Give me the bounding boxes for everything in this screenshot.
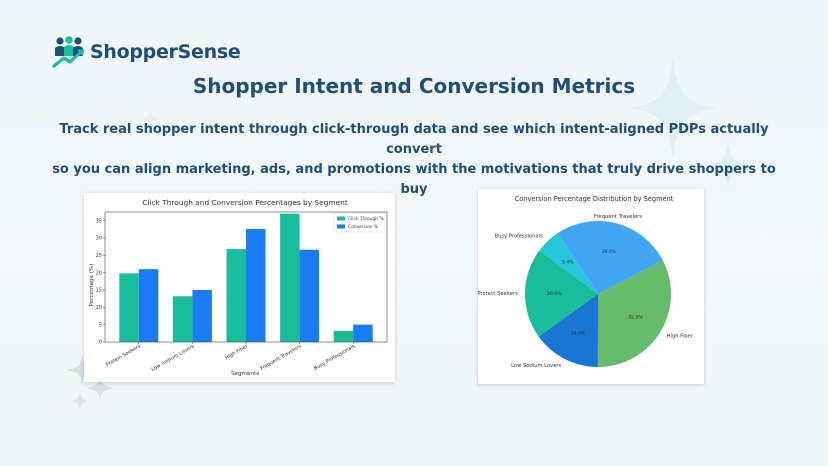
plot-frame (104, 211, 388, 343)
x-tick-label: Protein Seekers (105, 343, 142, 368)
y-axis-label: Percentage (%) (89, 264, 95, 307)
legend-box (333, 212, 386, 233)
legend-label: Conversion % (348, 224, 378, 230)
bar-conversion (353, 324, 373, 342)
pie-category-label: Frequent Travelers (594, 214, 642, 220)
pie-slice (597, 260, 671, 367)
pie-slice (538, 294, 598, 367)
legend-swatch-click (337, 216, 345, 221)
pie-percent-label: 32.5% (628, 314, 643, 320)
bar-chart-card: Click Through and Conversion Percentages… (84, 193, 395, 382)
brand-name: ShopperSense (90, 41, 241, 63)
pie-percent-label: 15.0% (571, 330, 586, 336)
pie-category-label: Low Sodium Lovers (511, 363, 561, 369)
legend: Click Through % Conversion % (333, 212, 386, 233)
pie-chart-card: Conversion Percentage Distribution by Se… (478, 189, 704, 384)
pie-slice (539, 233, 598, 294)
y-tick-label: 10 (96, 305, 102, 311)
y-tick-label: 15 (96, 288, 102, 294)
bar-click-through (226, 249, 246, 342)
pie-percent-label: 20.0% (547, 291, 562, 297)
sparkle-decoration (140, 108, 160, 130)
x-tick-label: Busy Professionals (313, 343, 357, 372)
pie-slice (525, 250, 598, 337)
y-tick-label: 20 (96, 270, 102, 276)
pie-chart: Conversion Percentage Distribution by Se… (478, 195, 694, 369)
x-tick-label: Low Sodium Lovers (151, 343, 196, 373)
bar-conversion (299, 249, 320, 342)
sparkle-decoration (706, 140, 750, 190)
subtitle-line: so you can align marketing, ads, and pro… (52, 162, 776, 197)
chart-title: Conversion Percentage Distribution by Se… (515, 195, 674, 203)
bar-chart: Click Through and Conversion Percentages… (89, 198, 388, 377)
pie-slice (557, 221, 663, 294)
bar-conversion (192, 290, 212, 342)
x-tick-label: High Fiber (224, 343, 250, 361)
bar-click-through (172, 296, 193, 342)
y-tick-label: 30 (96, 236, 102, 242)
x-axis-label: Segments (231, 371, 259, 377)
bar-conversion (246, 228, 266, 342)
pie-percent-label: 26.6% (602, 249, 617, 255)
page-subtitle: Track real shopper intent through click-… (40, 120, 788, 200)
sparkle-decoration (628, 58, 718, 158)
y-tick-label: 35 (96, 218, 102, 224)
bar-click-through (333, 330, 354, 342)
y-tick-label: 5 (99, 322, 102, 328)
pie-category-label: Busy Professionals (495, 234, 543, 240)
bar-conversion (138, 269, 159, 342)
bar-click-through (119, 273, 139, 342)
y-tick-label: 25 (96, 253, 102, 259)
x-tick-label: Frequent Travelers (260, 343, 303, 372)
legend-swatch-conversion (337, 224, 345, 229)
legend-label: Click Through % (348, 216, 384, 222)
y-tick-label: 0 (99, 340, 102, 346)
page-title: Shopper Intent and Conversion Metrics (192, 74, 636, 98)
subtitle-line: Track real shopper intent through click-… (59, 122, 769, 157)
bar-click-through (280, 213, 300, 342)
brand-logo: ShopperSense (52, 36, 241, 68)
pie-category-label: High Fiber (667, 334, 694, 340)
shoppers-group-icon (52, 36, 84, 68)
pie-category-label: Protein Seekers (478, 291, 518, 297)
pie-percent-label: 5.4% (562, 260, 574, 266)
sparkle-decoration (66, 354, 114, 412)
chart-title: Click Through and Conversion Percentages… (142, 198, 348, 207)
